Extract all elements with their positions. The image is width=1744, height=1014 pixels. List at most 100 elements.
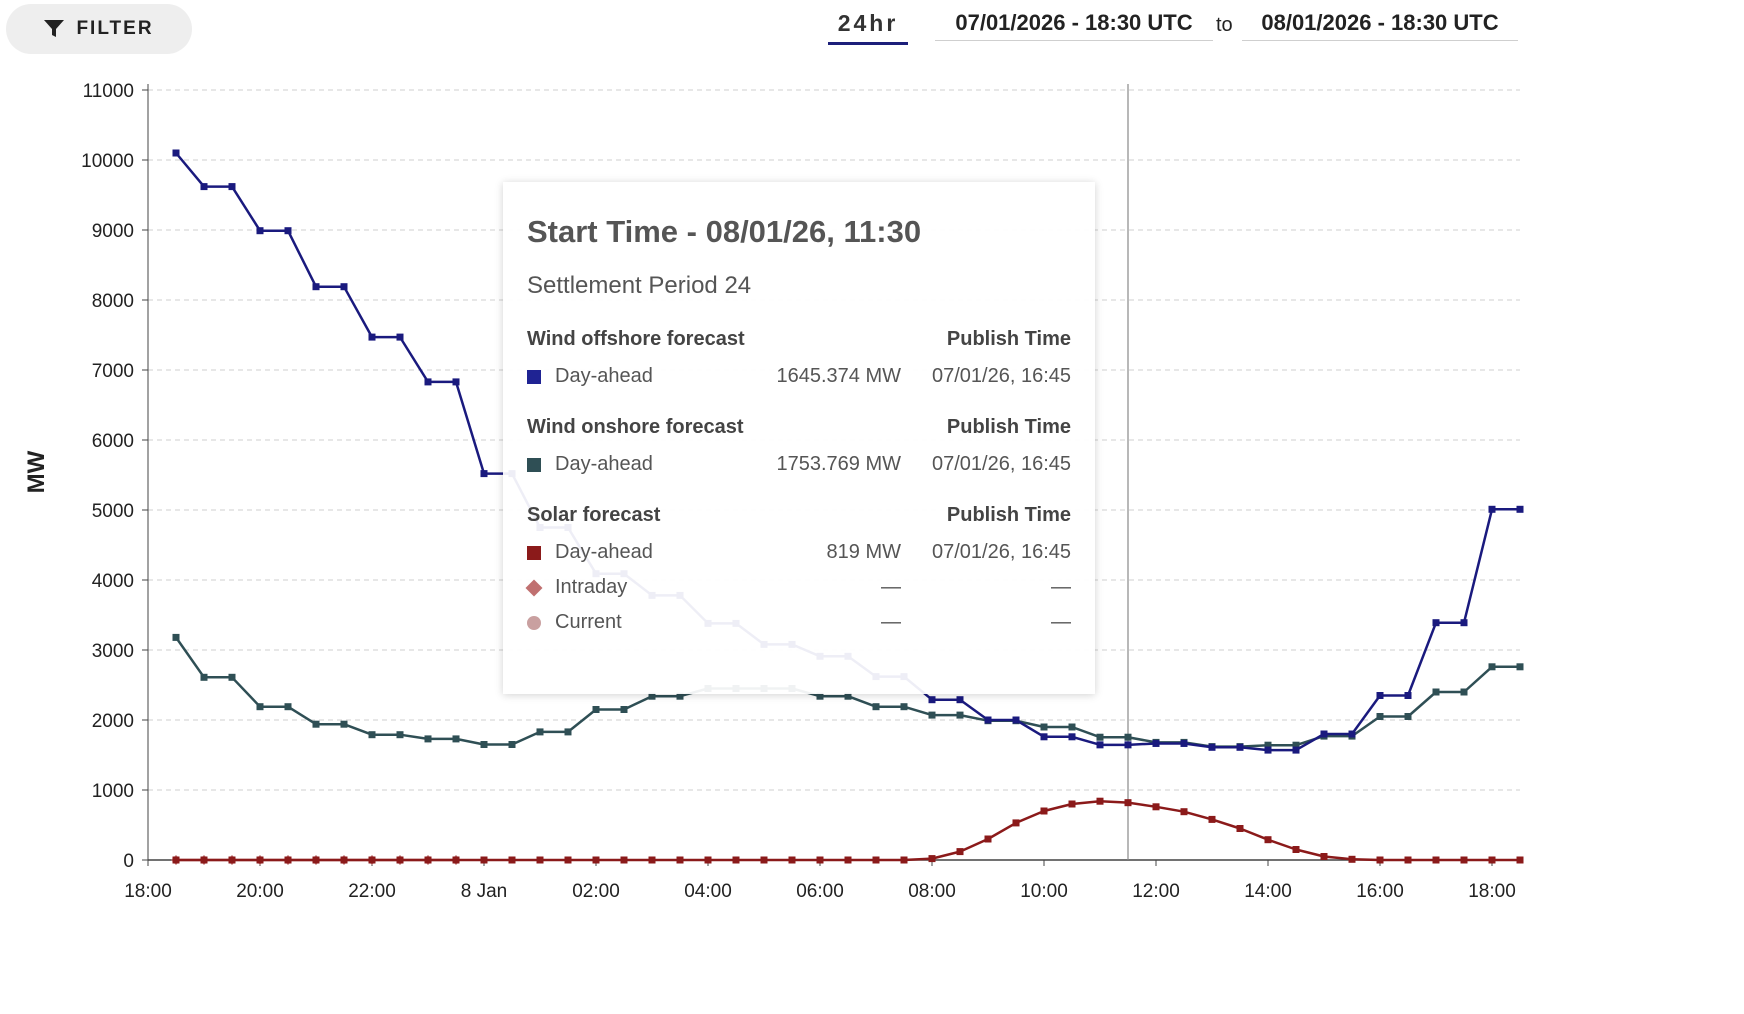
filter-button[interactable]: FILTER — [6, 4, 192, 54]
y-tick-label: 4000 — [92, 571, 134, 592]
data-point — [256, 227, 264, 235]
data-point — [1012, 716, 1020, 724]
data-point — [452, 856, 460, 864]
data-point — [1432, 619, 1440, 627]
data-point — [1208, 815, 1216, 823]
data-point — [592, 706, 600, 713]
data-point — [1236, 825, 1244, 832]
tooltip-title: Start Time - 08/01/26, 11:30 — [527, 214, 922, 249]
tooltip-group-name: Wind onshore forecast — [527, 416, 744, 438]
tooltip-row-time: 07/01/26, 16:45 — [931, 541, 1071, 563]
data-point — [984, 835, 992, 843]
data-point — [676, 856, 684, 864]
tooltip-row-value: 819 MW — [826, 541, 901, 563]
data-point — [228, 856, 236, 864]
data-point — [1040, 733, 1048, 741]
date-separator: to — [1216, 14, 1233, 36]
data-point — [900, 703, 908, 711]
data-point — [1516, 663, 1524, 671]
y-tick-label: 5000 — [92, 501, 134, 522]
date-from-field[interactable]: 07/01/2026 - 18:30 UTC — [935, 6, 1213, 41]
data-point — [844, 856, 852, 864]
data-point — [1124, 799, 1132, 807]
data-point — [1404, 692, 1412, 699]
data-point — [1124, 733, 1132, 741]
tooltip-row: Day-ahead 819 MW 07/01/26, 16:45 — [527, 535, 1071, 570]
tooltip-row: Day-ahead 1753.769 MW 07/01/26, 16:45 — [527, 447, 1071, 482]
data-point — [340, 720, 348, 728]
data-point — [1068, 800, 1076, 808]
tooltip-row-value: 1645.374 MW — [776, 365, 901, 387]
data-point — [788, 856, 796, 864]
y-tick-label: 0 — [123, 851, 134, 872]
tooltip-row-label: Intraday — [555, 576, 628, 598]
tooltip-time-header: Publish Time — [946, 416, 1071, 438]
data-point — [200, 856, 208, 864]
data-point — [340, 856, 348, 864]
tooltip-row: Intraday — — — [525, 570, 1071, 605]
y-tick-label: 10000 — [81, 151, 134, 172]
data-point — [1488, 663, 1496, 671]
y-tick-label: 11000 — [83, 81, 134, 102]
x-tick-label: 14:00 — [1244, 881, 1292, 902]
data-point — [1292, 846, 1300, 853]
data-point — [1320, 730, 1328, 738]
y-tick-label: 9000 — [92, 221, 134, 242]
data-point — [1068, 723, 1076, 731]
tooltip-row-time: 07/01/26, 16:45 — [931, 453, 1071, 475]
x-tick-label: 8 Jan — [461, 881, 507, 902]
data-point — [1264, 836, 1272, 844]
data-point — [396, 333, 404, 341]
data-point — [284, 703, 292, 711]
square-marker-icon — [527, 545, 541, 560]
data-point — [1376, 856, 1384, 864]
tooltip-row-value: — — [881, 611, 901, 633]
data-point — [928, 711, 936, 719]
y-tick-label: 6000 — [92, 431, 134, 452]
square-marker-icon — [527, 369, 541, 384]
x-tick-label: 12:00 — [1132, 881, 1180, 902]
data-point — [1292, 746, 1300, 754]
x-tick-label: 08:00 — [908, 881, 956, 902]
tooltip-time-header: Publish Time — [946, 328, 1071, 350]
range-tab-24hr[interactable]: 24hr — [828, 6, 908, 45]
data-point — [172, 149, 180, 157]
data-point — [816, 856, 824, 864]
x-tick-label: 22:00 — [348, 881, 396, 902]
data-point — [956, 848, 964, 856]
data-point — [1236, 743, 1244, 751]
data-point — [816, 692, 824, 700]
y-tick-label: 7000 — [92, 361, 134, 382]
data-point — [1208, 743, 1216, 751]
data-point — [368, 333, 376, 341]
data-point — [396, 856, 404, 864]
data-point — [508, 741, 516, 748]
data-point — [1348, 855, 1356, 863]
tooltip-time-header: Publish Time — [946, 504, 1071, 526]
data-point — [480, 741, 488, 748]
date-to-field[interactable]: 08/01/2026 - 18:30 UTC — [1242, 6, 1518, 41]
data-point — [1096, 733, 1104, 741]
data-point — [1180, 808, 1188, 816]
data-point — [1432, 688, 1440, 696]
data-point — [648, 692, 656, 700]
data-point — [228, 673, 236, 681]
x-tick-label: 06:00 — [796, 881, 844, 902]
y-tick-label: 2000 — [92, 711, 134, 732]
data-point — [1012, 819, 1020, 827]
data-point — [620, 856, 628, 864]
x-tick-label: 02:00 — [572, 881, 620, 902]
tooltip-subtitle: Settlement Period 24 — [527, 272, 752, 299]
data-point — [956, 711, 964, 719]
data-point — [256, 856, 264, 864]
data-point — [704, 856, 712, 864]
y-tick-label: 1000 — [92, 781, 134, 802]
filter-funnel-icon — [44, 20, 65, 37]
data-point — [1152, 739, 1160, 747]
data-point — [1068, 733, 1076, 741]
data-point — [564, 856, 572, 864]
data-point — [648, 856, 656, 864]
data-point — [424, 378, 432, 386]
data-point — [1488, 505, 1496, 513]
data-point — [228, 183, 236, 191]
